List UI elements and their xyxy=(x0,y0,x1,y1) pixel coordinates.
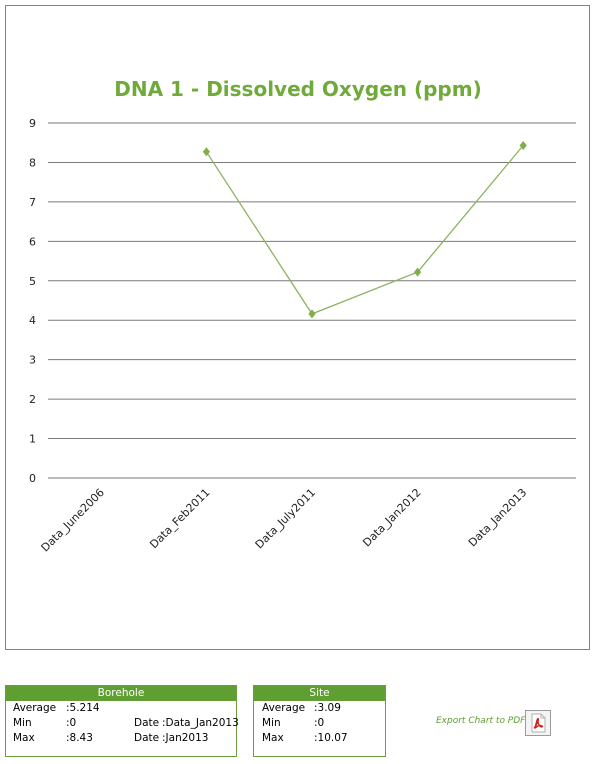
borehole-average-label: Average xyxy=(13,702,57,714)
x-tick-label: Data_July2011 xyxy=(253,486,318,551)
x-tick-label: Data_Jan2013 xyxy=(466,486,529,549)
y-tick-label: 6 xyxy=(29,235,36,248)
site-min-label: Min xyxy=(262,717,281,729)
x-tick-label: Data_Feb2011 xyxy=(147,486,212,551)
data-point xyxy=(308,309,316,319)
borehole-max-row: Max :8.43 Date :Jan2013 xyxy=(6,731,236,746)
chart-title: DNA 1 - Dissolved Oxygen (ppm) xyxy=(114,77,481,101)
y-tick-label: 9 xyxy=(29,117,36,130)
y-tick-label: 2 xyxy=(29,393,36,406)
data-point xyxy=(519,140,527,150)
y-tick-label: 1 xyxy=(29,433,36,446)
borehole-min-row: Min :0 Date :Data_Jan2013 xyxy=(6,716,239,731)
borehole-max-label: Max xyxy=(13,732,35,744)
data-point xyxy=(202,147,210,157)
chart-frame: DNA 1 - Dissolved Oxygen (ppm) 0 1 2 3 4 5 6 7 8… xyxy=(5,5,590,650)
site-min-row: Min :0 xyxy=(254,716,385,731)
y-tick-label: 8 xyxy=(29,156,36,169)
borehole-max-date-label: Date xyxy=(134,732,160,744)
y-tick-label: 5 xyxy=(29,275,36,288)
borehole-stats-title: Borehole xyxy=(6,686,236,701)
y-tick-label: 7 xyxy=(29,196,36,209)
borehole-average-value: :5.214 xyxy=(66,702,100,714)
borehole-max-value: :8.43 xyxy=(66,732,93,744)
site-min-value: :0 xyxy=(314,717,325,729)
series-line xyxy=(205,145,524,315)
y-tick-label: 4 xyxy=(29,314,36,327)
site-max-label: Max xyxy=(262,732,284,744)
borehole-min-label: Min xyxy=(13,717,32,729)
borehole-min-date-value: :Data_Jan2013 xyxy=(162,717,239,729)
site-max-row: Max :10.07 xyxy=(254,731,385,746)
borehole-average-row: Average :5.214 xyxy=(6,701,236,716)
data-point xyxy=(414,267,422,277)
borehole-min-date-label: Date xyxy=(134,717,160,729)
site-average-label: Average xyxy=(262,702,306,714)
borehole-stats-box: Borehole Average :5.214 Min :0 Date :Dat… xyxy=(5,685,239,757)
site-average-row: Average :3.09 xyxy=(254,701,385,716)
line-chart: DNA 1 - Dissolved Oxygen (ppm) 0 1 2 3 4 5 6 7 8… xyxy=(29,77,576,554)
site-average-value: :3.09 xyxy=(314,702,341,714)
site-stats-title: Site xyxy=(254,686,385,701)
pdf-icon[interactable] xyxy=(525,710,551,736)
y-tick-label: 3 xyxy=(29,354,36,367)
y-tick-label: 0 xyxy=(29,472,36,485)
borehole-max-date-value: :Jan2013 xyxy=(162,732,209,744)
x-tick-label: Data_Jan2012 xyxy=(360,486,423,549)
borehole-min-value: :0 xyxy=(66,717,77,729)
site-stats-box: Site Average :3.09 Min :0 Max :10.07 xyxy=(253,685,386,757)
export-chart-link[interactable]: Export Chart to PDF xyxy=(436,716,526,726)
x-tick-label: Data_June2006 xyxy=(39,486,107,554)
site-max-value: :10.07 xyxy=(314,732,348,744)
